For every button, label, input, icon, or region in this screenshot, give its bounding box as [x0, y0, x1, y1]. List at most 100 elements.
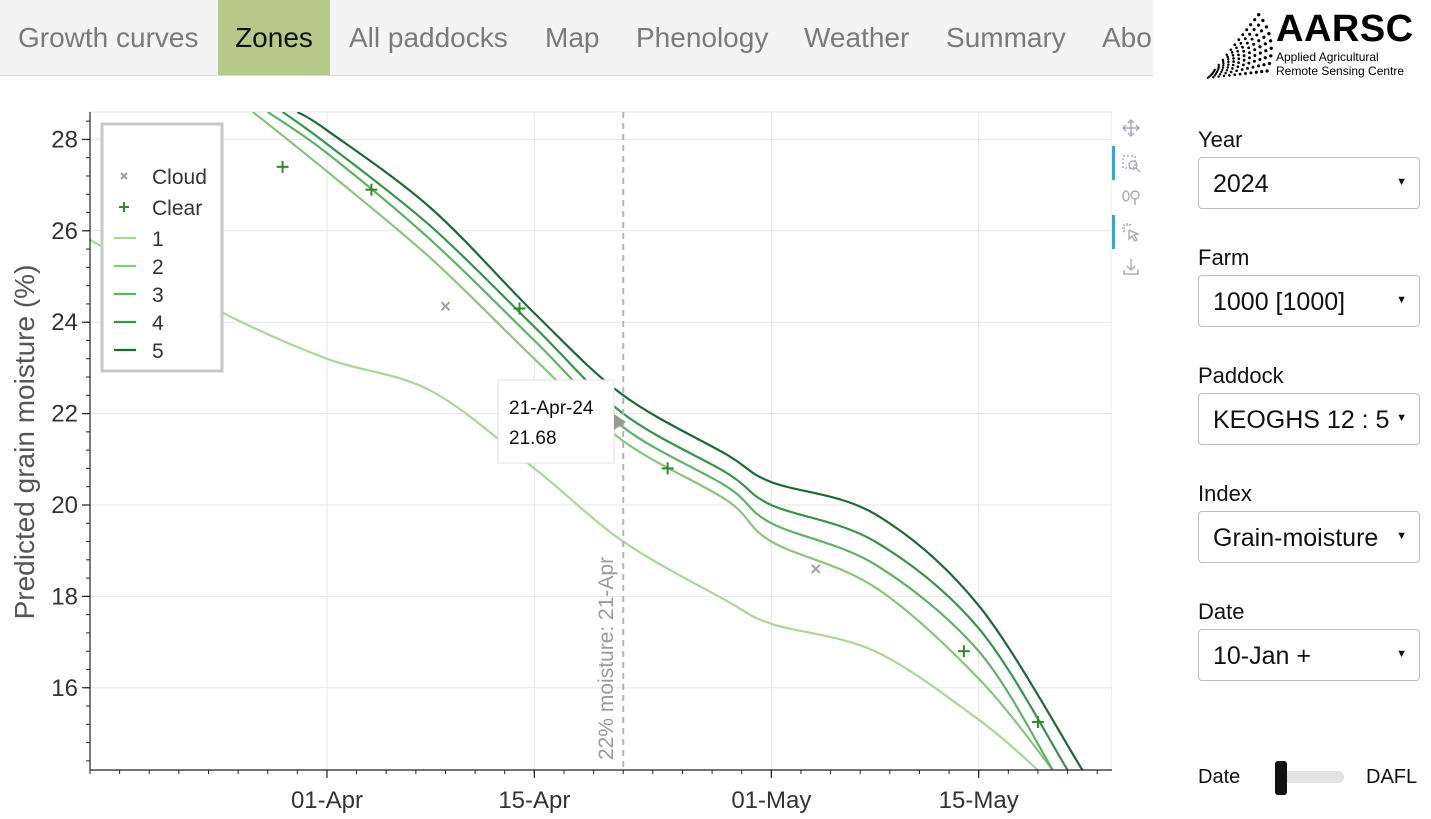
tab-weather[interactable]: Weather: [804, 22, 910, 53]
year-select[interactable]: 2024 ▼: [1198, 157, 1420, 209]
tooltip-pointer: [614, 414, 626, 430]
logo-dot: [1233, 43, 1237, 47]
logo-dot: [1237, 53, 1240, 57]
chevron-down-icon: ▼: [1394, 412, 1407, 424]
y-tick-label: 18: [51, 583, 78, 610]
series-lines: [90, 112, 1084, 770]
logo-dot: [1253, 18, 1257, 22]
legend-label: 3: [152, 284, 164, 307]
logo-dot: [1253, 54, 1257, 57]
logo-dot: [1239, 41, 1243, 45]
logo-dot: [1258, 51, 1262, 55]
paddock-select[interactable]: KEOGHS 12 : 5 ▼: [1198, 393, 1420, 445]
logo-dot: [1257, 13, 1261, 17]
chevron-down-icon: ▼: [1396, 294, 1407, 306]
clear-marker: [365, 183, 378, 196]
legend-label: 5: [152, 340, 164, 363]
clear-marker: [661, 462, 674, 475]
pan-icon[interactable]: [1118, 115, 1144, 141]
toggle-label-date: Date: [1198, 766, 1241, 788]
observation-markers: [276, 160, 1044, 729]
paddock-value: KEOGHS 12 : 5: [1213, 406, 1390, 434]
logo-dot: [1269, 46, 1273, 50]
logo-dot: [1249, 71, 1253, 75]
series-line-zone-2: [252, 112, 1054, 770]
logo-dot: [1217, 75, 1220, 78]
index-select[interactable]: Grain-moisture ▼: [1198, 511, 1420, 563]
tab-all-paddocks[interactable]: All paddocks: [349, 22, 508, 53]
logo-dot: [1257, 39, 1261, 43]
logo-dot: [1246, 66, 1249, 70]
index-value: Grain-moisture: [1213, 524, 1379, 552]
tooltip-date: 21-Apr-24: [509, 398, 594, 419]
wheel-zoom-icon[interactable]: [1118, 184, 1144, 210]
date-dafl-toggle[interactable]: [1278, 771, 1344, 783]
cloud-marker: [440, 301, 451, 311]
tab-growth-curves[interactable]: Growth curves: [18, 22, 199, 53]
logo-dot: [1258, 57, 1262, 62]
tab-zones[interactable]: Zones: [218, 0, 330, 75]
aarsc-logo: AARSC Applied Agricultural Remote Sensin…: [1194, 8, 1424, 80]
tab-phenology[interactable]: Phenology: [636, 22, 769, 53]
logo-dot: [1228, 74, 1231, 77]
logo-dot: [1256, 23, 1261, 27]
save-icon[interactable]: [1118, 254, 1144, 280]
logo-dot: [1258, 45, 1262, 49]
logo-dot: [1269, 54, 1273, 58]
logo-dot: [1226, 66, 1230, 69]
logo-dot: [1252, 42, 1256, 46]
logo-dot: [1235, 46, 1238, 50]
farm-select[interactable]: 1000 [1000] ▼: [1198, 275, 1420, 327]
logo-dot: [1253, 48, 1257, 52]
logo-dot: [1217, 63, 1220, 66]
logo-dot: [1243, 37, 1247, 41]
cloud-marker: [811, 564, 821, 574]
legend-cloud-icon: [120, 172, 128, 180]
logo-dot: [1236, 49, 1240, 53]
chart-legend: Cloud Clear 1 2 3 4 5: [100, 122, 224, 373]
legend-icon-stroke: [120, 172, 128, 180]
farm-label: Farm: [1198, 245, 1250, 270]
tab-map[interactable]: Map: [545, 22, 600, 53]
clear-marker: [957, 645, 970, 658]
y-axis-label: Predicted grain moisture (%): [9, 265, 40, 620]
logo-dot: [1231, 54, 1235, 57]
tab-about[interactable]: Abo: [1102, 22, 1152, 53]
logo-dot: [1242, 58, 1246, 62]
logo-dot: [1220, 70, 1223, 74]
date-label: Date: [1198, 599, 1245, 624]
series-line-zone-5: [296, 112, 1084, 770]
legend-clear-icon: [119, 202, 129, 212]
y-tick-label: 16: [51, 675, 78, 702]
box-zoom-icon[interactable]: [1118, 150, 1144, 176]
chevron-down-icon: ▼: [1394, 530, 1407, 542]
series-line-zone-4: [281, 112, 1069, 770]
moisture-threshold-line: 22% moisture: 21-Apr: [595, 112, 625, 770]
tab-summary[interactable]: Summary: [946, 22, 1066, 53]
logo-dot: [1247, 46, 1251, 50]
logo-dot: [1260, 29, 1264, 33]
logo-dot: [1237, 38, 1241, 42]
hover-icon[interactable]: [1118, 219, 1144, 245]
logo-dot: [1248, 56, 1251, 60]
logo-dot: [1242, 54, 1246, 58]
logo-dot: [1221, 68, 1224, 71]
threshold-label: 22% moisture: 21-Apr: [595, 557, 618, 760]
x-tick-label: 01-May: [731, 787, 811, 814]
logo-dot: [1260, 70, 1264, 74]
logo-dot: [1222, 62, 1225, 65]
toggle-knob[interactable]: [1275, 761, 1287, 795]
logo-dot: [1252, 59, 1256, 63]
logo-dot: [1250, 37, 1254, 41]
logo-dot: [1247, 61, 1251, 65]
date-select[interactable]: 10-Jan + ▼: [1198, 629, 1420, 681]
logo-dot: [1232, 60, 1235, 63]
logo-dot: [1242, 49, 1245, 53]
clear-marker: [513, 302, 526, 315]
logo-dot: [1240, 68, 1244, 71]
active-tool-indicator: [1112, 215, 1115, 249]
logo-dot: [1256, 64, 1261, 68]
logo-dot: [1230, 51, 1234, 54]
logo-dot: [1237, 57, 1241, 61]
